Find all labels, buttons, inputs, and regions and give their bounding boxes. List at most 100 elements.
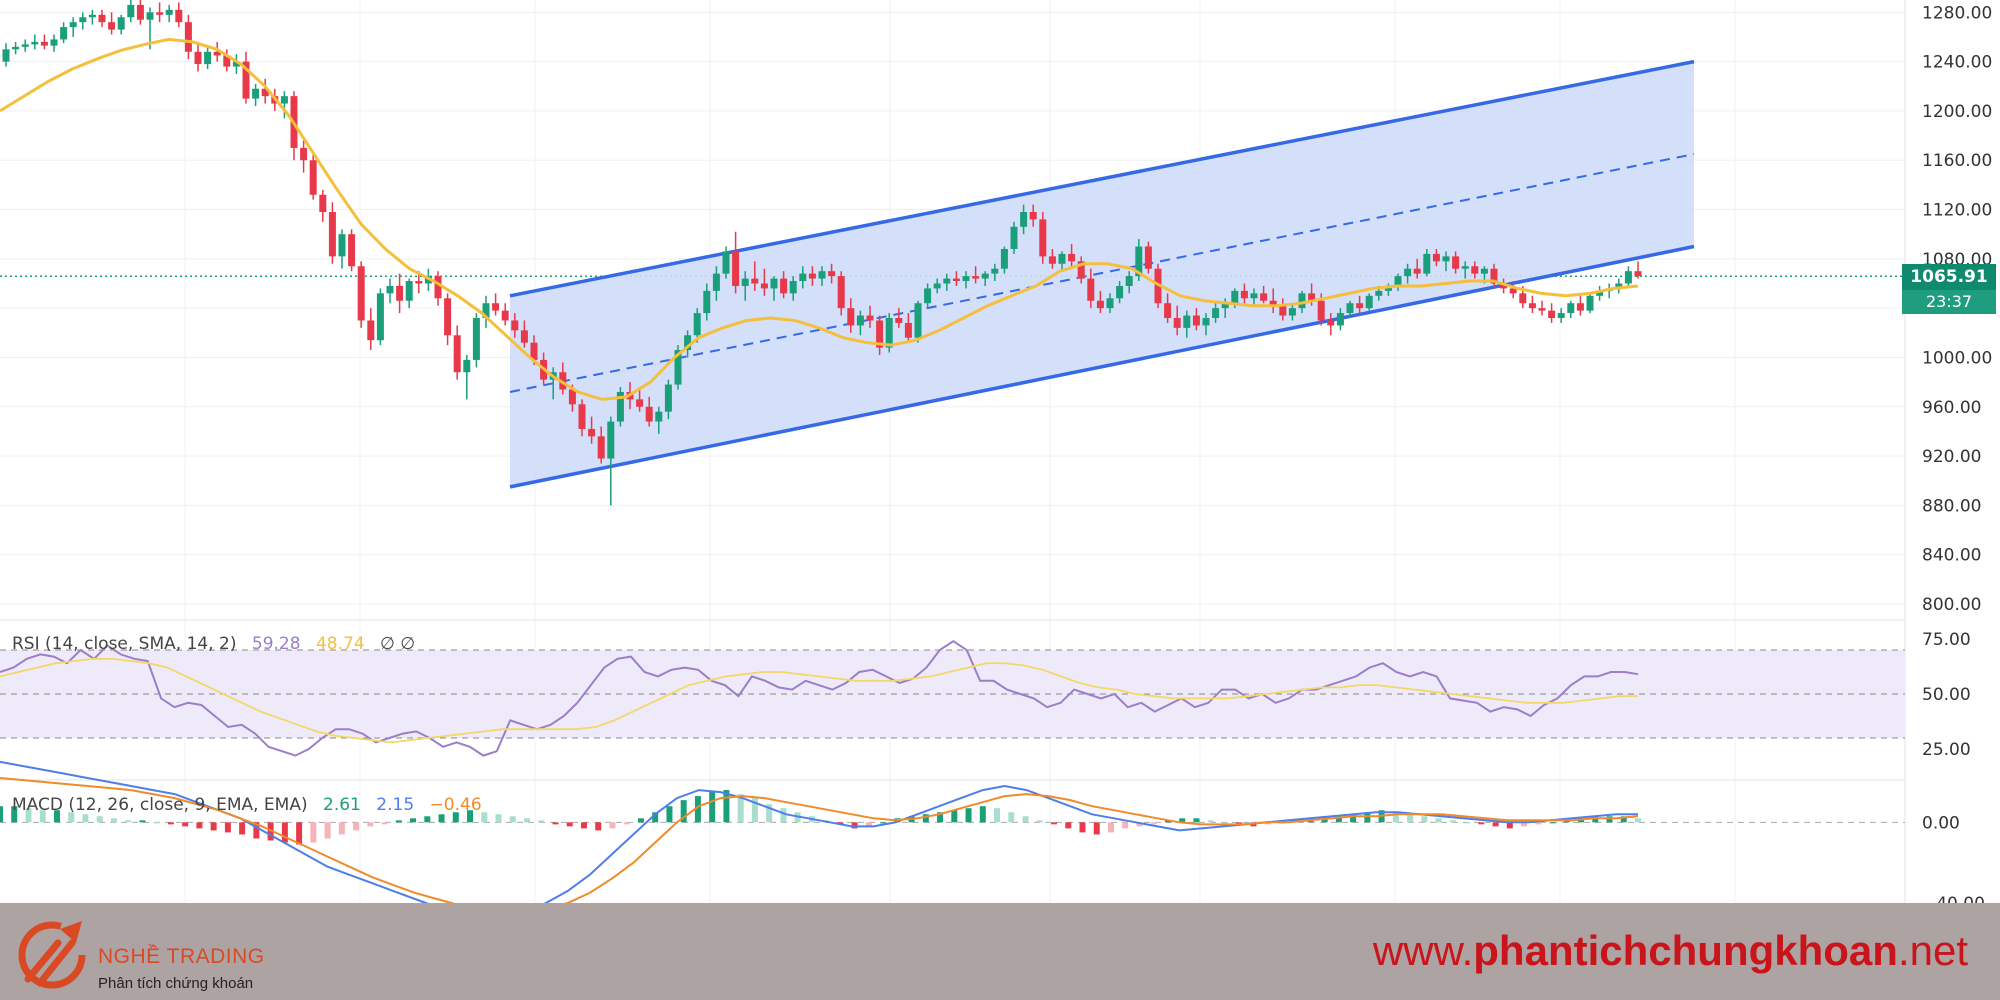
candle-body [280,96,288,104]
price-axis: 1280.001240.001200.001160.001120.001080.… [0,0,1992,903]
macd-histogram-bar [652,812,659,823]
candle-body [156,12,164,15]
price-tick-label: 1120.00 [1922,201,1992,221]
candle-body [904,322,912,338]
rsi-ma-line [0,657,1638,744]
price-tick-label: 1000.00 [1922,348,1992,368]
macd-histogram-bar [780,808,787,823]
candle-body [136,4,144,20]
candle-body [213,51,221,56]
candle-body [876,320,884,348]
macd-histogram-bar [1478,822,1485,825]
candle-body [1106,298,1114,309]
candle-body [952,278,960,282]
candle-body [40,41,48,46]
macd-histogram-bar [766,804,773,823]
macd-histogram-bar [424,816,431,823]
regression-channel[interactable] [509,59,1695,489]
site-main: phantichchungkhoan [1473,927,1898,974]
macd-histogram-bar [1022,816,1029,823]
macd-histogram-bar [965,808,972,823]
macd-histogram-bar [723,790,730,823]
candle-body [760,283,768,289]
candle-body [741,278,749,286]
macd-legend[interactable]: MACD (12, 26, close, 9, EMA, EMA) 2.61 2… [12,795,492,815]
candle-body [943,278,951,284]
candle-body [933,283,941,289]
candle-body [1308,293,1316,301]
macd-histogram-bar [1193,818,1200,823]
macd-histogram-bar [1008,812,1015,823]
candle-body [396,285,404,301]
macd-histogram-bar [637,818,644,823]
candle-body [616,391,624,422]
macd-histogram-bar [580,822,587,829]
candle-body [732,251,740,286]
site-prefix: www. [1372,927,1474,974]
macd-histogram-bar [125,820,132,823]
macd-histogram-bar [865,822,872,827]
footer-banner: NGHỀ TRADING Phân tích chứng khoán www.p… [0,903,2000,1000]
candle-body [1509,288,1517,294]
price-tick-label: 1200.00 [1922,102,1992,122]
price-tick-label: 960.00 [1922,398,1981,418]
macd-histogram-bar [96,816,103,823]
rsi-legend[interactable]: RSI (14, close, SMA, 14, 2) 59.28 48.74 … [12,634,425,654]
candle-body [1192,315,1200,326]
candle-body [261,88,269,97]
candle-body [338,234,346,257]
website-link[interactable]: www.phantichchungkhoan.net [1373,927,1968,975]
macd-histogram-bar [381,822,388,825]
rsi-pane: 75.00 50.00 25.00 [0,619,1971,760]
macd-histogram-bar [281,822,288,843]
macd-histogram-bar [239,822,246,835]
candle-body [693,313,701,336]
candle-body [386,285,394,294]
candle-body [684,335,692,351]
candle-body [1173,318,1181,328]
candle-body [12,46,20,50]
candle-body [1452,256,1460,269]
macd-histogram-bar [1107,822,1114,833]
candle-body [1423,253,1431,274]
candle-body [252,88,260,99]
candle-body [828,271,836,277]
candle-body [31,41,39,45]
candle-body [348,234,356,267]
candle-body [184,22,192,52]
candle-body [501,310,509,321]
candle-body [972,276,980,279]
candle-body [1260,293,1268,301]
macd-histogram-bar [751,798,758,823]
candle-body [674,350,682,385]
candle-body [79,17,87,23]
candle-body [799,273,807,282]
rsi-value: 59.28 [251,634,301,654]
candle-body [1557,313,1565,319]
candle-body [1240,290,1248,299]
macd-histogram-bar [452,812,459,823]
candle-body [1461,266,1469,269]
candle-body [664,384,672,412]
site-suffix: .net [1897,927,1968,974]
candle-body [1269,300,1277,306]
candle-body [1413,268,1421,274]
price-tick-label: 1240.00 [1922,53,1992,73]
rsi-line [0,640,1639,757]
candle-body [1125,276,1133,286]
macd-histogram-bar [410,818,417,823]
candle-body [357,266,365,321]
channel-fill [510,61,1694,487]
candle-body [866,315,874,321]
candle-body [645,406,653,422]
candle-body [712,273,720,291]
candle-body [991,268,999,274]
macd-histogram-bar [324,822,331,839]
macd-histogram-bar [1150,822,1157,825]
macd-histogram-bar [552,822,559,825]
candle-body [146,12,154,20]
histogram-value: −0.46 [429,795,482,815]
candle-body [1039,219,1047,257]
candle-body [789,281,797,294]
